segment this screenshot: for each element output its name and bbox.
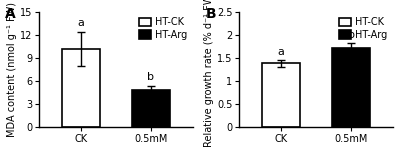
Text: b: b — [148, 72, 154, 82]
Text: a: a — [78, 18, 84, 28]
Text: b: b — [348, 30, 354, 40]
Y-axis label: Relative growth rate (% d⁻¹ FW): Relative growth rate (% d⁻¹ FW) — [204, 0, 214, 147]
Text: B: B — [205, 7, 216, 21]
Text: A: A — [5, 7, 16, 21]
Legend: HT-CK, HT-Arg: HT-CK, HT-Arg — [138, 16, 188, 41]
Y-axis label: MDA content (nmol g⁻¹ FW): MDA content (nmol g⁻¹ FW) — [7, 2, 17, 137]
Bar — [332, 48, 370, 127]
Text: a: a — [278, 47, 285, 57]
Legend: HT-CK, HT-Arg: HT-CK, HT-Arg — [338, 16, 388, 41]
Bar — [262, 63, 300, 127]
Bar — [132, 90, 170, 127]
Bar — [62, 49, 100, 127]
